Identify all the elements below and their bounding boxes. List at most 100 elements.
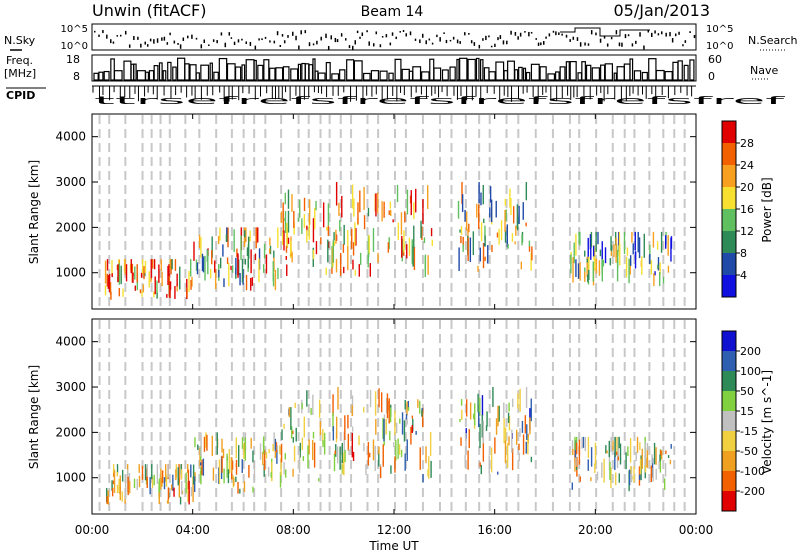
echo-cell: [667, 265, 670, 273]
echo-cell: [122, 288, 124, 297]
echo-cell: [508, 436, 510, 446]
echo-cell: [429, 431, 432, 456]
echo-cell: [511, 429, 513, 453]
noise-mark: [212, 39, 215, 42]
echo-cell: [315, 241, 318, 255]
echo-cell: [393, 442, 395, 448]
noise-mark: [654, 30, 656, 34]
echo-cell: [383, 201, 385, 218]
noise-mark: [166, 42, 169, 45]
echo-cell: [478, 204, 480, 229]
echo-cell: [280, 443, 283, 463]
colorbar-segment: [722, 165, 736, 188]
echo-cell: [200, 237, 202, 258]
echo-cell: [504, 427, 507, 444]
noise-mark: [237, 39, 240, 43]
noise-mark: [279, 44, 282, 47]
freq-bar: [408, 70, 414, 81]
echo-cell: [106, 495, 108, 504]
y-tick-label: 2000: [55, 425, 86, 439]
colorbar-segment: [722, 121, 736, 144]
freq-bar: [585, 64, 592, 81]
freq-bar: [421, 71, 430, 81]
echo-cell: [146, 466, 148, 488]
echo-cell: [498, 405, 500, 422]
echo-cell: [408, 237, 411, 256]
velocity-ylabel: Slant Range [km]: [27, 365, 41, 469]
echo-cell: [367, 252, 370, 258]
echo-cell: [594, 248, 596, 271]
echo-cell: [284, 453, 286, 460]
echo-cell: [357, 202, 359, 225]
freq-bar: [136, 70, 146, 81]
echo-cell: [176, 273, 178, 287]
colorbar-tick-label: 8: [740, 247, 747, 260]
echo-cell: [581, 436, 583, 449]
echo-cell: [265, 452, 268, 459]
colorbar-tick-label: -100: [740, 465, 765, 478]
echo-cell: [317, 478, 320, 482]
echo-cell: [619, 443, 622, 465]
freq-bar: [98, 71, 104, 81]
freq-bar: [226, 63, 236, 81]
power-echoes: [104, 182, 673, 300]
echo-cell: [367, 441, 370, 466]
echo-cell: [161, 470, 164, 484]
noise-mark: [402, 30, 405, 32]
echo-cell: [167, 265, 169, 286]
noise-mark: [528, 31, 530, 37]
noise-mark: [502, 40, 505, 45]
echo-cell: [341, 464, 343, 474]
echo-cell: [116, 484, 119, 494]
noise-mark: [344, 38, 347, 41]
echo-cell: [294, 402, 296, 408]
echo-cell: [201, 459, 203, 476]
echo-cell: [280, 211, 283, 223]
echo-cell: [216, 432, 218, 455]
echo-cell: [653, 272, 655, 287]
echo-cell: [469, 402, 472, 420]
echo-cell: [200, 466, 202, 485]
echo-cell: [118, 287, 121, 297]
freq-bar: [314, 70, 319, 81]
noise-mark: [216, 40, 218, 44]
echo-cell: [108, 273, 111, 293]
echo-cell: [423, 237, 426, 244]
noise-mark: [182, 37, 185, 41]
freq-bar: [148, 70, 155, 81]
echo-cell: [460, 236, 462, 244]
echo-cell: [221, 438, 223, 453]
noise-mark: [230, 37, 233, 39]
echo-cell: [629, 259, 631, 275]
freq-bar: [522, 67, 527, 81]
noise-mark: [316, 40, 318, 45]
echo-cell: [374, 445, 376, 471]
echo-cell: [646, 442, 649, 451]
noise-mark: [340, 33, 343, 37]
echo-cell: [144, 272, 146, 277]
echo-cell: [290, 407, 292, 430]
echo-cell: [281, 231, 284, 245]
freq-bar: [514, 69, 519, 81]
y-tick-label: 3000: [55, 380, 86, 394]
echo-cell: [120, 265, 122, 285]
noise-mark: [651, 32, 653, 38]
echo-cell: [641, 448, 643, 469]
echo-cell: [476, 203, 478, 218]
echo-cell: [430, 460, 432, 478]
freq-bar: [488, 71, 496, 81]
echo-cell: [286, 222, 288, 245]
echo-cell: [351, 184, 354, 209]
echo-cell: [415, 430, 417, 435]
noise-mark: [245, 41, 248, 45]
echo-cell: [128, 480, 131, 494]
echo-cell: [187, 469, 190, 490]
noise-mark: [372, 43, 375, 47]
echo-cell: [377, 252, 379, 263]
echo-cell: [497, 405, 499, 427]
echo-cell: [290, 240, 292, 254]
noise-mark: [542, 41, 545, 45]
freq-bar: [467, 58, 476, 81]
freq-bar: [363, 72, 371, 81]
echo-cell: [422, 474, 424, 483]
